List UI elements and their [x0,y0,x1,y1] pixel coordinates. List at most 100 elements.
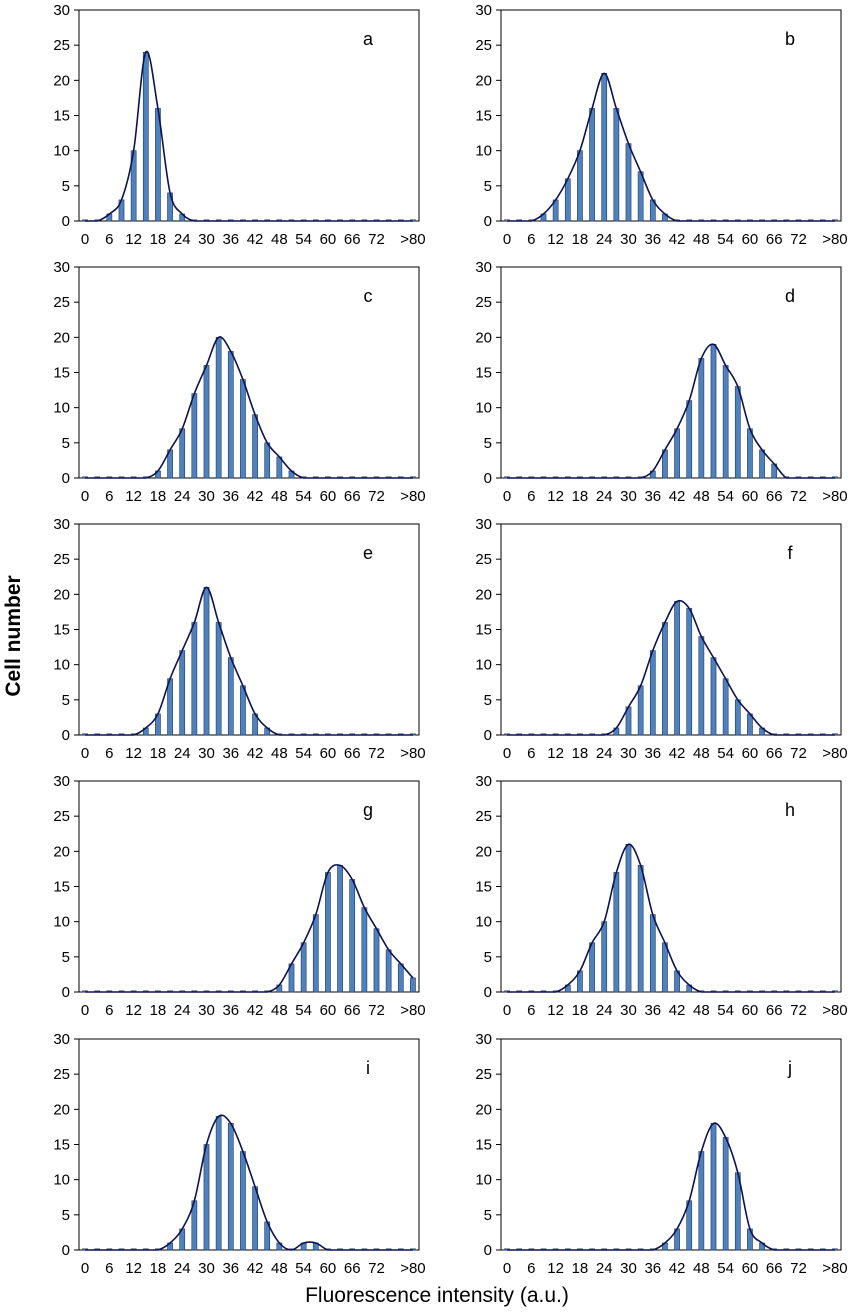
y-tick-label: 5 [62,435,70,452]
x-tick-label: 24 [596,231,613,248]
x-tick-label: 54 [295,1260,312,1277]
x-tick-label: 0 [503,488,511,505]
bar [252,1186,258,1251]
y-tick-label: 30 [53,1031,70,1048]
bar [564,178,571,222]
y-tick-label: 0 [62,727,70,744]
y-tick-label: 0 [484,213,492,230]
x-tick-label: 66 [766,1002,783,1019]
bar [227,657,234,736]
x-tick-label: 36 [222,1260,239,1277]
bar [662,942,668,993]
y-tick-label: 20 [53,586,70,603]
fit-curve [507,343,835,479]
panel-label: i [366,1058,370,1078]
y-tick-label: 15 [53,879,70,896]
x-tick-label: >80 [400,231,425,248]
x-tick-label: 72 [790,488,807,505]
x-tick-label: 18 [150,1260,167,1277]
x-tick-label: 66 [344,1002,361,1019]
x-tick-label: 0 [503,1260,511,1277]
y-tick-label: 20 [475,72,492,89]
x-tick-label: 6 [527,1260,535,1277]
y-tick-label: 0 [62,1242,70,1259]
y-tick-label: 5 [62,1207,70,1224]
x-tick-label: 72 [368,231,385,248]
bar [686,608,693,736]
bar [722,1137,729,1251]
x-tick-label: 6 [105,1260,113,1277]
x-tick-label: 60 [742,1002,759,1019]
x-tick-label: 24 [596,1260,613,1277]
x-tick-label: 36 [644,745,661,762]
x-tick-label: 30 [620,488,637,505]
bar [722,678,729,736]
y-axis-label: Cell number [2,575,25,696]
x-tick-label: 42 [669,488,686,505]
x-tick-label: 0 [81,488,89,505]
x-tick-label: 54 [717,1260,734,1277]
x-tick-label: 30 [620,745,637,762]
x-tick-label: 48 [271,1260,288,1277]
x-tick-label: 30 [620,1002,637,1019]
y-tick-label: 20 [475,1101,492,1118]
y-tick-label: 10 [475,1172,492,1189]
bar [601,921,608,993]
y-tick-label: 20 [475,586,492,603]
x-tick-label: 66 [766,745,783,762]
x-tick-label: 0 [81,1260,89,1277]
x-tick-label: 12 [125,488,142,505]
bar [203,365,210,479]
bar [734,1172,741,1251]
x-tick-label: 6 [105,1002,113,1019]
bar [722,365,729,479]
x-tick-label: 18 [572,231,589,248]
bar [674,428,680,479]
y-tick-label: 15 [53,622,70,639]
x-tick-label: 24 [174,745,191,762]
fit-curve [507,599,835,736]
x-tick-label: 30 [198,1002,215,1019]
x-tick-label: 36 [222,1002,239,1019]
y-tick-label: 10 [475,143,492,160]
x-tick-label: >80 [400,1002,425,1019]
x-tick-label: 60 [320,745,337,762]
panel-label: e [363,543,373,563]
x-tick-label: 18 [150,1002,167,1019]
bar [215,1116,222,1251]
bar [698,1151,705,1251]
x-tick-label: 12 [125,745,142,762]
x-tick-label: 54 [295,488,312,505]
x-tick-label: 60 [320,488,337,505]
y-tick-label: 5 [484,1207,492,1224]
x-tick-label: 72 [368,745,385,762]
x-tick-label: 48 [693,1002,710,1019]
x-tick-label: 72 [368,1260,385,1277]
x-tick-label: 48 [271,745,288,762]
x-tick-label: >80 [400,745,425,762]
y-tick-label: 15 [53,1137,70,1154]
x-tick-label: 60 [742,1260,759,1277]
x-tick-label: 24 [174,231,191,248]
x-tick-label: 48 [271,231,288,248]
y-tick-label: 15 [475,879,492,896]
x-tick-label: 30 [198,488,215,505]
fit-curve [507,843,835,993]
bar [203,1144,210,1251]
y-tick-label: 30 [53,2,70,19]
x-tick-label: 0 [503,231,511,248]
x-tick-label: 6 [105,488,113,505]
y-tick-label: 25 [475,808,492,825]
y-tick-label: 25 [53,294,70,311]
x-tick-label: 36 [222,231,239,248]
y-tick-label: 25 [53,808,70,825]
x-tick-label: 60 [320,1260,337,1277]
x-tick-label: 48 [693,745,710,762]
fit-curve [85,864,414,993]
bar [662,622,668,736]
y-tick-label: 5 [484,949,492,966]
